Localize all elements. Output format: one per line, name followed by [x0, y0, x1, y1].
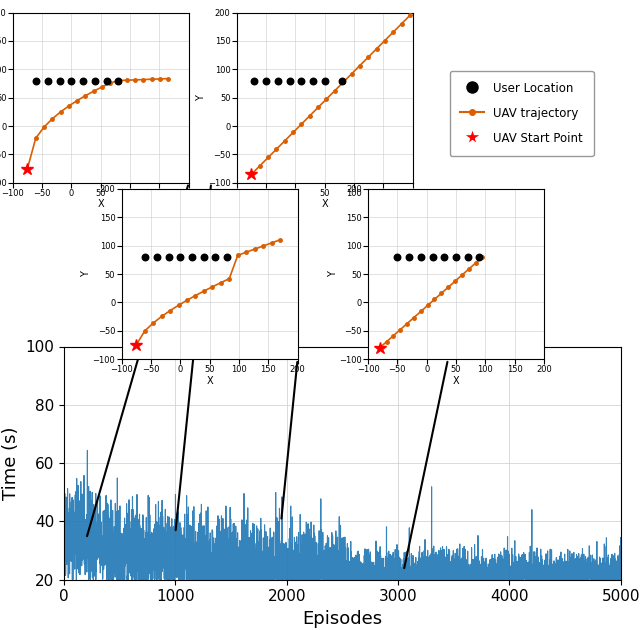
Point — [296, 76, 307, 86]
Point — [222, 252, 232, 262]
Point — [474, 252, 484, 262]
Point — [163, 252, 173, 262]
Point — [273, 76, 283, 86]
Point — [428, 252, 438, 262]
X-axis label: X: X — [321, 199, 328, 209]
Legend: User Location, UAV trajectory, UAV Start Point: User Location, UAV trajectory, UAV Start… — [449, 71, 594, 156]
Point — [320, 76, 330, 86]
Y-axis label: Time (s): Time (s) — [2, 427, 20, 500]
Y-axis label: Y: Y — [196, 94, 207, 101]
Point — [308, 76, 318, 86]
Point — [90, 76, 100, 86]
Point — [140, 252, 150, 262]
Point — [463, 252, 473, 262]
Point — [285, 76, 295, 86]
Point — [102, 76, 112, 86]
Point — [439, 252, 449, 262]
Point — [198, 252, 209, 262]
Point — [43, 76, 53, 86]
Point — [261, 76, 271, 86]
Y-axis label: Y: Y — [81, 271, 92, 277]
Point — [67, 76, 77, 86]
X-axis label: X: X — [97, 199, 104, 209]
X-axis label: X: X — [452, 375, 460, 386]
Point — [175, 252, 186, 262]
X-axis label: X: X — [206, 375, 213, 386]
Point — [54, 76, 65, 86]
Point — [152, 252, 162, 262]
X-axis label: Episodes: Episodes — [302, 610, 383, 628]
Point — [416, 252, 426, 262]
Point — [211, 252, 221, 262]
Point — [451, 252, 461, 262]
Point — [392, 252, 403, 262]
Point — [404, 252, 414, 262]
Y-axis label: Y: Y — [328, 271, 338, 277]
Point — [187, 252, 197, 262]
Point — [337, 76, 348, 86]
Point — [250, 76, 260, 86]
Point — [78, 76, 88, 86]
Point — [31, 76, 42, 86]
Point — [113, 76, 124, 86]
